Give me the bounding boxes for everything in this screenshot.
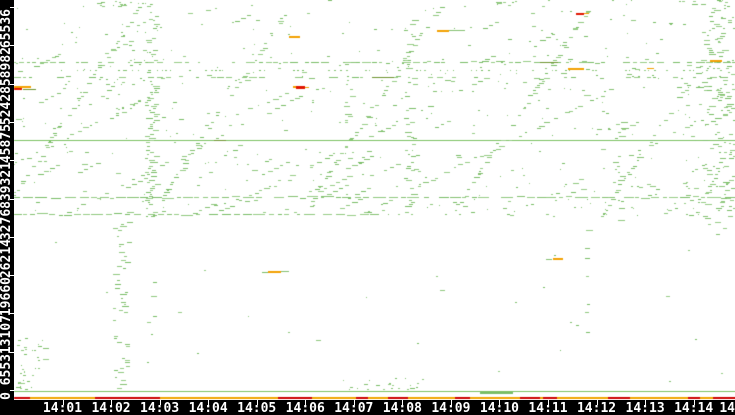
y-tick [10, 236, 15, 238]
x-tick-label: 14:03 [140, 401, 180, 415]
x-tick [159, 400, 161, 405]
x-tick [402, 400, 404, 405]
y-tick-label: 52428 [0, 85, 14, 125]
y-tick-label: 0 [0, 392, 14, 400]
x-tick-label: 14:01 [42, 401, 83, 415]
y-tick [10, 45, 15, 47]
x-tick [596, 400, 598, 405]
x-tick [353, 400, 355, 405]
y-axis-strip: 65536 58982 52428 45875 39321 32768 26214 19660… [0, 0, 15, 415]
x-tick-label: 14:11 [528, 401, 568, 415]
x-tick-label: 14:07 [334, 401, 374, 415]
x-tick-label: 14:13 [625, 401, 665, 415]
y-tick-label: 13107 [0, 315, 14, 355]
x-tick [256, 400, 258, 405]
y-tick-label: 39321 [0, 162, 14, 202]
y-tick-label: 26214 [0, 238, 14, 278]
y-tick-label: 65536 [0, 9, 14, 49]
y-tick [10, 7, 15, 8]
x-axis-edge-label: 14 [719, 401, 735, 415]
y-tick [10, 390, 15, 391]
x-tick [62, 400, 64, 405]
x-tick [499, 400, 501, 405]
y-tick [10, 83, 15, 85]
scatter-plot-canvas [0, 0, 735, 400]
y-tick [10, 160, 15, 162]
x-axis-strip: 14 14:01 14:02 14:03 14:04 14:05 14:06 14:07 14… [0, 400, 735, 415]
y-tick-label: 32768 [0, 200, 14, 240]
x-tick [450, 400, 452, 405]
x-tick-label: 14:06 [285, 401, 325, 415]
y-tick-label: 58982 [0, 47, 14, 87]
x-tick [111, 400, 113, 405]
x-tick [305, 400, 307, 405]
y-tick-label: 6553 [0, 353, 14, 385]
x-tick-label: 14:09 [431, 401, 471, 415]
x-tick-label: 14:08 [382, 401, 422, 415]
y-tick [10, 275, 15, 277]
x-tick-label: 14:10 [479, 401, 520, 415]
x-tick-label: 14:12 [576, 401, 617, 415]
x-tick-label: 14:02 [91, 401, 131, 415]
y-tick [10, 198, 15, 200]
x-tick [645, 400, 647, 405]
x-tick-label: 14:04 [188, 401, 228, 415]
y-tick [10, 121, 15, 123]
x-tick [693, 400, 695, 405]
x-tick-label: 14:14 [674, 401, 714, 415]
y-tick [10, 351, 15, 353]
y-tick [10, 313, 15, 315]
x-tick [548, 400, 549, 405]
y-tick-label: 45875 [0, 123, 14, 164]
y-tick-label: 19660 [0, 277, 14, 317]
x-tick [208, 400, 210, 405]
x-tick-label: 14:05 [237, 401, 277, 415]
